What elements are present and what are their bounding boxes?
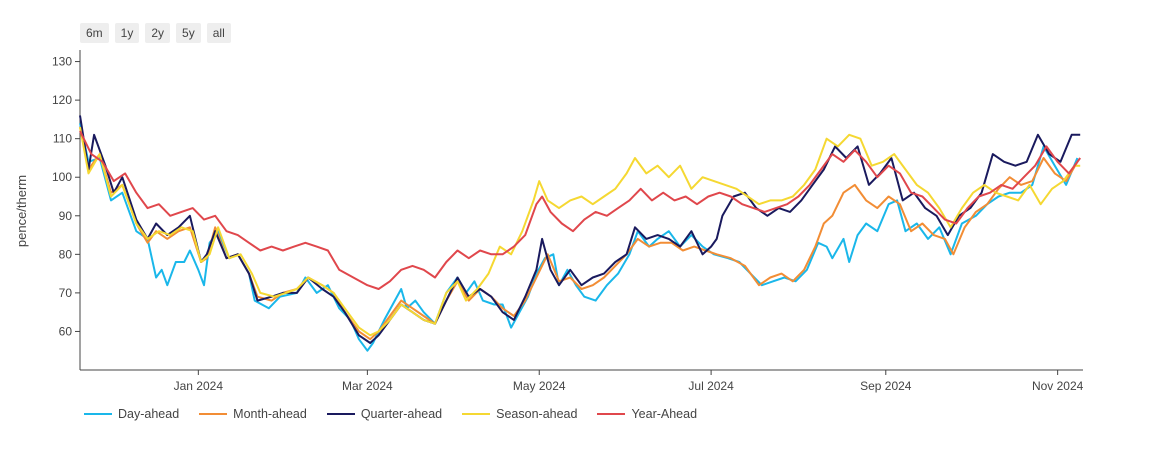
legend-swatch: [597, 413, 626, 415]
range-button-all[interactable]: all: [206, 23, 231, 43]
range-selector: 6m 1y 2y 5y all: [80, 23, 231, 43]
legend-label: Month-ahead: [233, 407, 307, 421]
legend-swatch: [326, 413, 355, 415]
y-tick-label: 110: [53, 132, 72, 146]
y-tick-label: 100: [52, 170, 72, 184]
line-chart[interactable]: 60 70 80 90 100 110 120 130 Jan 2024 Mar 2024 May …: [0, 0, 1163, 400]
legend-swatch: [84, 413, 112, 415]
y-tick-label: 130: [52, 55, 72, 69]
x-tick-label: Sep 2024: [860, 379, 912, 393]
legend-item-season-ahead[interactable]: Season-ahead: [462, 407, 577, 421]
x-tick-label: Mar 2024: [342, 379, 393, 393]
range-button-5y[interactable]: 5y: [176, 23, 201, 43]
series-line-quarter-ahead: [79, 115, 1081, 344]
series-line-season-ahead: [79, 126, 1081, 337]
legend-label: Day-ahead: [118, 407, 180, 421]
chart-axes: 60 70 80 90 100 110 120 130 Jan 2024 Mar 2024 May …: [52, 50, 1084, 393]
legend-label: Season-ahead: [496, 407, 578, 421]
legend-item-year-ahead[interactable]: Year-Ahead: [597, 407, 697, 421]
x-tick-label: Jul 2024: [688, 379, 734, 393]
x-tick-label: May 2024: [513, 379, 566, 393]
x-tick-label: Jan 2024: [174, 379, 224, 393]
y-tick-label: 80: [59, 247, 73, 261]
legend-item-day-ahead[interactable]: Day-ahead: [84, 407, 179, 421]
legend-item-month-ahead[interactable]: Month-ahead: [199, 407, 307, 421]
range-button-6m[interactable]: 6m: [80, 23, 109, 43]
y-tick-label: 60: [59, 324, 73, 338]
y-axis-label: pence/therm: [14, 175, 29, 247]
series-line-day-ahead: [79, 123, 1079, 352]
y-tick-label: 120: [52, 93, 72, 107]
chart-series-lines: [79, 115, 1082, 352]
y-tick-label: 70: [59, 286, 73, 300]
series-line-year-ahead: [79, 130, 1082, 290]
x-tick-label: Nov 2024: [1032, 379, 1084, 393]
range-button-2y[interactable]: 2y: [145, 23, 171, 43]
legend-swatch: [199, 413, 228, 415]
legend-item-quarter-ahead[interactable]: Quarter-ahead: [326, 407, 443, 421]
chart-legend: Day-ahead Month-ahead Quarter-ahead Seas…: [84, 407, 697, 421]
y-tick-label: 90: [59, 209, 73, 223]
legend-label: Quarter-ahead: [360, 407, 443, 421]
legend-label: Year-Ahead: [631, 407, 698, 421]
legend-swatch: [462, 413, 491, 415]
range-button-1y[interactable]: 1y: [114, 23, 140, 43]
